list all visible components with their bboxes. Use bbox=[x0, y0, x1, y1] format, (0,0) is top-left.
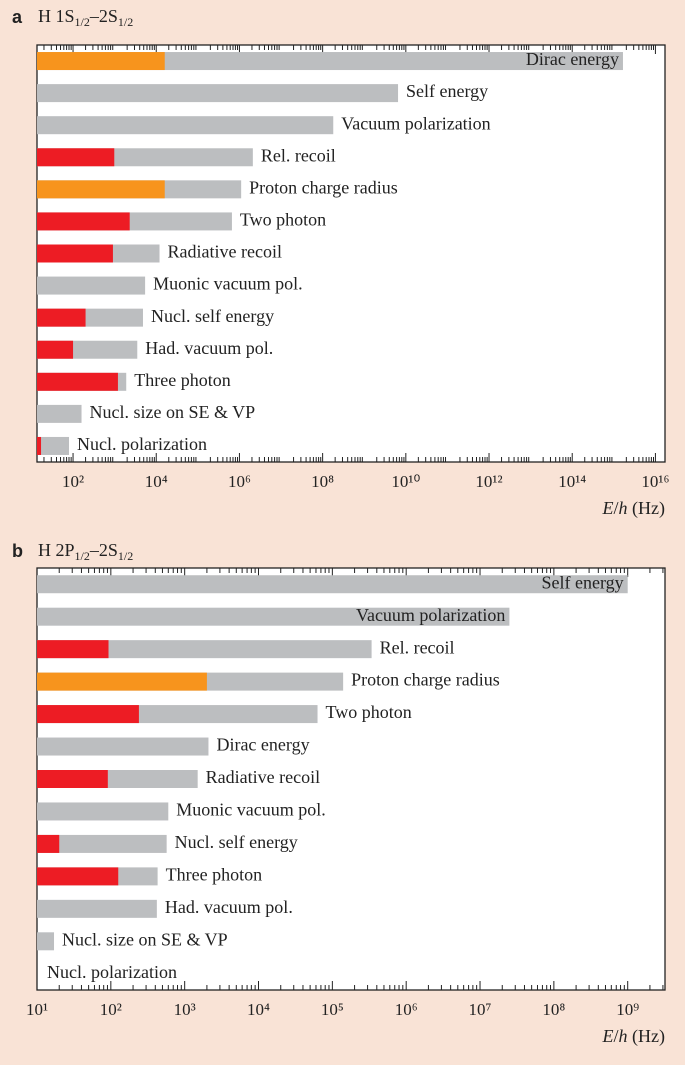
uncertainty-bar bbox=[37, 340, 74, 359]
bar bbox=[37, 640, 372, 659]
bar bbox=[37, 834, 167, 853]
panel-title: H 1S1/2​–2S1/2​ bbox=[38, 6, 133, 29]
category-label: Nucl. polarization bbox=[77, 434, 207, 454]
panel-letter: a bbox=[12, 7, 23, 27]
uncertainty-bar bbox=[37, 372, 118, 391]
category-label: Nucl. size on SE & VP bbox=[90, 402, 256, 422]
bar bbox=[37, 404, 82, 423]
category-label: Muonic vacuum pol. bbox=[153, 274, 302, 294]
x-tick-label: 10¹⁶ bbox=[641, 472, 669, 491]
bar bbox=[37, 899, 157, 918]
uncertainty-bar bbox=[37, 212, 130, 231]
x-axis-label: E/h (Hz) bbox=[602, 1026, 666, 1047]
category-label: Three photon bbox=[134, 370, 230, 390]
category-label: Dirac energy bbox=[216, 735, 309, 755]
category-label: Self energy bbox=[542, 572, 624, 592]
category-label: Vacuum polarization bbox=[341, 113, 490, 133]
bar bbox=[37, 607, 510, 626]
uncertainty-bar bbox=[37, 640, 109, 659]
uncertainty-bar bbox=[37, 672, 207, 691]
x-tick-label: 10³ bbox=[174, 1000, 196, 1019]
category-label: Nucl. self energy bbox=[151, 306, 274, 326]
x-tick-label: 10¹⁰ bbox=[391, 472, 420, 491]
bar bbox=[37, 436, 70, 455]
uncertainty-bar bbox=[37, 834, 60, 853]
bar bbox=[37, 737, 209, 756]
category-label: Self energy bbox=[406, 81, 488, 101]
uncertainty-bar bbox=[37, 244, 113, 263]
uncertainty-bar bbox=[37, 148, 115, 167]
category-label: Nucl. size on SE & VP bbox=[62, 929, 228, 949]
category-label: Dirac energy bbox=[526, 49, 619, 69]
category-label: Muonic vacuum pol. bbox=[176, 800, 325, 820]
uncertainty-bar bbox=[37, 180, 165, 199]
bar bbox=[37, 932, 55, 951]
category-label: Two photon bbox=[326, 702, 412, 722]
x-tick-label: 10¹ bbox=[26, 1000, 48, 1019]
bar bbox=[37, 116, 334, 135]
uncertainty-bar bbox=[37, 436, 42, 455]
bar bbox=[37, 52, 623, 71]
x-tick-label: 10⁸ bbox=[311, 472, 334, 491]
panel-letter: b bbox=[12, 541, 23, 561]
bar bbox=[37, 802, 169, 821]
uncertainty-bar bbox=[37, 867, 119, 886]
x-tick-label: 10⁵ bbox=[321, 1000, 344, 1019]
x-tick-label: 10⁸ bbox=[542, 1000, 565, 1019]
category-label: Nucl. self energy bbox=[175, 832, 298, 852]
bar bbox=[37, 276, 146, 295]
category-label: Vacuum polarization bbox=[356, 605, 505, 625]
category-label: Radiative recoil bbox=[206, 767, 320, 787]
x-tick-label: 10² bbox=[100, 1000, 122, 1019]
category-label: Had. vacuum pol. bbox=[145, 338, 273, 358]
category-label: Two photon bbox=[240, 210, 326, 230]
bar bbox=[37, 575, 628, 594]
x-tick-label: 10⁴ bbox=[145, 472, 168, 491]
panel-title: H 2P1/2​–2S1/2​ bbox=[38, 540, 133, 563]
category-label: Rel. recoil bbox=[261, 145, 336, 165]
category-label: Radiative recoil bbox=[168, 242, 282, 262]
category-label: Had. vacuum pol. bbox=[165, 897, 293, 917]
uncertainty-bar bbox=[37, 770, 108, 788]
category-label: Rel. recoil bbox=[380, 637, 455, 657]
bar bbox=[37, 84, 399, 103]
x-tick-label: 10⁶ bbox=[395, 1000, 418, 1019]
category-label: Proton charge radius bbox=[351, 670, 500, 690]
x-tick-label: 10² bbox=[62, 472, 84, 491]
x-tick-label: 10⁶ bbox=[228, 472, 251, 491]
category-label: Three photon bbox=[166, 865, 262, 885]
category-label: Proton charge radius bbox=[249, 177, 398, 197]
x-tick-label: 10¹⁴ bbox=[558, 472, 586, 491]
x-tick-label: 10¹² bbox=[475, 472, 502, 491]
uncertainty-bar bbox=[37, 308, 86, 327]
uncertainty-bar bbox=[37, 705, 139, 724]
x-axis-label: E/h (Hz) bbox=[602, 498, 666, 519]
category-label: Nucl. polarization bbox=[47, 962, 177, 982]
x-tick-label: 10⁷ bbox=[469, 1000, 492, 1019]
x-tick-label: 10⁴ bbox=[247, 1000, 270, 1019]
x-tick-label: 10⁹ bbox=[616, 1000, 639, 1019]
uncertainty-bar bbox=[37, 52, 165, 71]
